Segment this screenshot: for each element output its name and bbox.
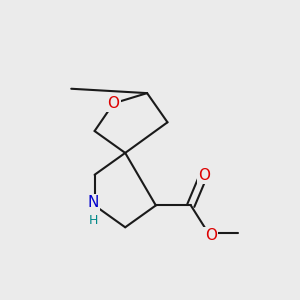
Text: O: O: [107, 96, 119, 111]
Text: N: N: [87, 195, 99, 210]
Text: O: O: [198, 168, 210, 183]
Text: O: O: [205, 228, 217, 243]
Text: H: H: [88, 214, 98, 227]
